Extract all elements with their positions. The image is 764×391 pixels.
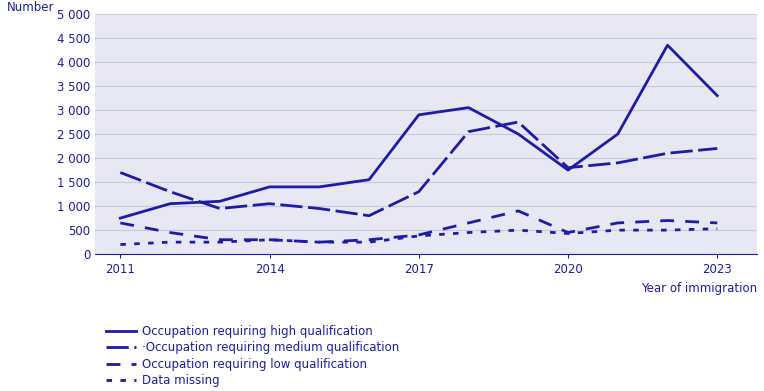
Y-axis label: Number: Number (7, 1, 54, 14)
Legend: Occupation requiring high qualification, ·Occupation requiring medium qualificat: Occupation requiring high qualification,… (102, 320, 403, 391)
X-axis label: Year of immigration: Year of immigration (641, 282, 757, 295)
